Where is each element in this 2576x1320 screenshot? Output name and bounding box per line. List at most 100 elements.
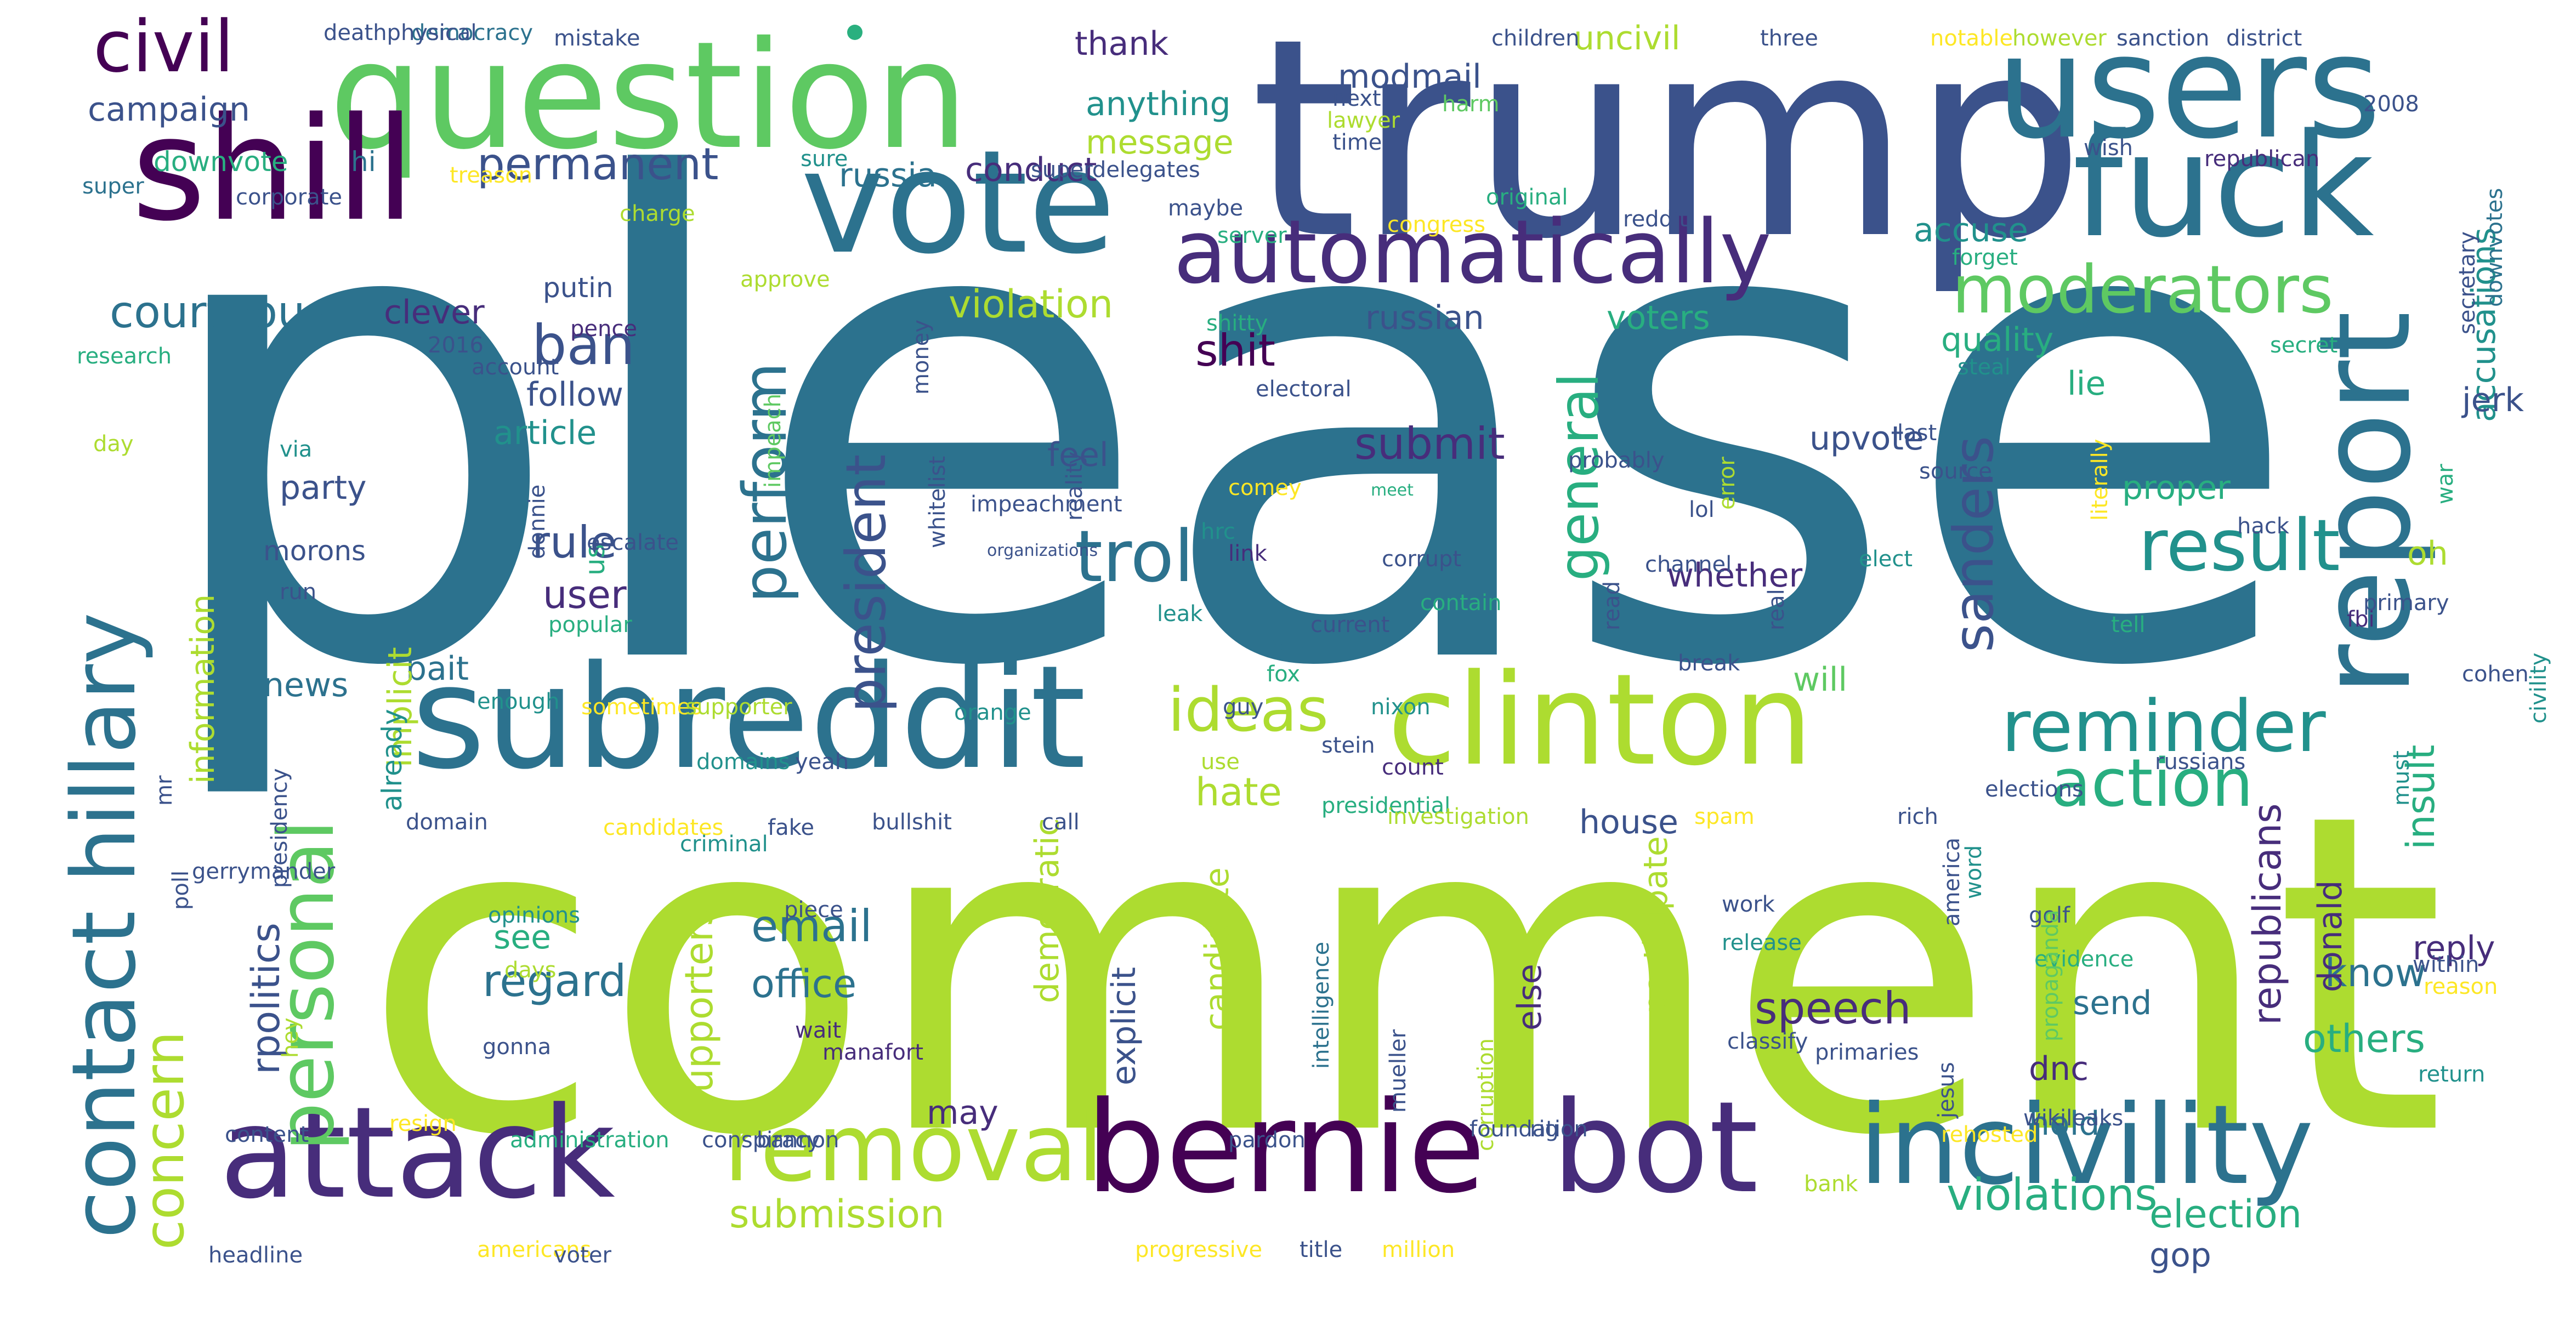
word-russia: russia: [839, 156, 937, 195]
word-troll: troll: [1075, 515, 1214, 598]
word-super: super: [82, 174, 144, 199]
word-clinton: clinton: [1387, 647, 1813, 794]
word-hi: hi: [351, 146, 376, 178]
word-fox: fox: [1267, 662, 1300, 687]
word-article: article: [493, 414, 597, 452]
word-user: user: [543, 572, 627, 617]
word-real: real: [1764, 589, 1789, 630]
word-civility: civility: [2526, 652, 2551, 724]
word-impeachment: impeachment: [971, 492, 1122, 517]
word-fbi: fbi: [2347, 607, 2375, 632]
word-dnc: dnc: [2029, 1050, 2089, 1088]
word-campaign: campaign: [88, 90, 250, 129]
word-reason: reason: [2424, 974, 2498, 999]
word-investigation: investigation: [1387, 804, 1529, 829]
word-vote: vote: [801, 120, 1116, 286]
word-downvote: downvote: [154, 146, 288, 178]
word-send: send: [2073, 984, 2152, 1022]
word-count: count: [1382, 755, 1444, 780]
word-comey: comey: [1228, 475, 1302, 500]
word-headline: headline: [208, 1243, 303, 1268]
word-russian: russian: [1365, 299, 1484, 337]
word-lol: lol: [1689, 497, 1715, 522]
word-sanction: sanction: [2117, 26, 2210, 51]
word-read: read: [1599, 581, 1625, 630]
word-hold: hold: [2029, 1105, 2100, 1143]
word-escalate: escalate: [587, 530, 679, 555]
word-president: president: [834, 454, 898, 713]
word-treason: treason: [450, 163, 533, 188]
word-wikileaks: wikileaks: [2023, 1106, 2124, 1131]
word-lie: lie: [2067, 365, 2106, 403]
word-else: else: [1511, 964, 1549, 1031]
word-proper: proper: [2122, 469, 2231, 507]
word-others: others: [2303, 1016, 2425, 1061]
word-oh: oh: [2407, 534, 2448, 573]
word-superdelegates: superdelegates: [1031, 157, 1200, 183]
word-shit: shit: [1195, 325, 1275, 376]
word-rule: rule: [532, 517, 617, 568]
word-courteous: courteous: [110, 287, 328, 338]
word-message: message: [1086, 123, 1234, 162]
word-anything: anything: [1086, 85, 1231, 123]
word-fuck: fuck: [2073, 104, 2374, 269]
word-literally: literally: [2087, 439, 2113, 521]
word-via: via: [280, 437, 313, 462]
word-question: question: [329, 9, 969, 182]
word-conspiracy: conspiracy: [702, 1128, 820, 1153]
word-donald: donald: [2311, 880, 2350, 992]
word-content: content: [225, 1122, 309, 1147]
word-cohen: cohen: [2462, 662, 2529, 687]
word-domains: domains: [696, 749, 790, 775]
word-secretary: secretary: [2455, 231, 2480, 334]
word-follow: follow: [526, 375, 623, 414]
word-party: party: [280, 469, 367, 507]
word-call: call: [1042, 810, 1080, 835]
word-presidential: presidential: [1321, 793, 1451, 818]
word-shill: shill: [132, 87, 415, 253]
word-reddit: reddit: [1623, 207, 1688, 232]
word-piece: piece: [784, 897, 843, 923]
word-sure: sure: [801, 146, 848, 172]
word-reply: reply: [2413, 929, 2495, 968]
word-rehosted: rehosted: [1941, 1122, 2038, 1147]
word-supporters: supporters: [677, 906, 722, 1113]
word-hey: hey: [278, 1017, 303, 1058]
word-get: get: [1272, 629, 1308, 654]
word-conduct: conduct: [965, 151, 1097, 189]
word-trump: trump: [1250, 0, 2085, 299]
word-gerrymander: gerrymander: [192, 859, 336, 884]
word-propaganda: propaganda: [2038, 909, 2063, 1042]
word-bernie: bernie: [1086, 1075, 1486, 1221]
word-manafort: manafort: [822, 1040, 924, 1065]
word-money: money: [909, 319, 934, 395]
word-uncivil: uncivil: [1574, 19, 1681, 58]
word-mistake: mistake: [554, 26, 640, 51]
word-foundation: foundation: [1469, 1117, 1588, 1142]
word-congress: congress: [1387, 212, 1486, 237]
word-comment: comment: [362, 720, 2446, 1231]
word-america: america: [1939, 837, 1965, 926]
word-removal: removal: [724, 1094, 1104, 1203]
word-automatically: automatically: [1173, 201, 1772, 303]
word-russians: russians: [2155, 749, 2246, 775]
word-general: general: [1547, 372, 1611, 581]
word-hrc: hrc: [1201, 519, 1235, 544]
word-clever: clever: [384, 293, 485, 332]
word-americans: americans: [477, 1237, 592, 1262]
word-elect: elect: [1859, 547, 1913, 572]
word-gop: gop: [2149, 1236, 2211, 1275]
word-bannon: bannon: [757, 1128, 839, 1153]
word-ban: ban: [532, 313, 636, 377]
word-upvote: upvote: [1809, 419, 1924, 458]
word-corrupt: corrupt: [1382, 547, 1462, 572]
word-2016: 2016: [428, 333, 484, 358]
word-account: account: [472, 355, 559, 380]
word-hate: hate: [1195, 770, 1282, 815]
word-resign: resign: [389, 1111, 457, 1136]
word-rich: rich: [1897, 804, 1938, 829]
word-deathphysical: deathphysical: [324, 20, 477, 45]
word-candidates: candidates: [603, 815, 724, 840]
word-original: original: [1486, 185, 1568, 210]
word-whitelist: whitelist: [925, 456, 950, 548]
